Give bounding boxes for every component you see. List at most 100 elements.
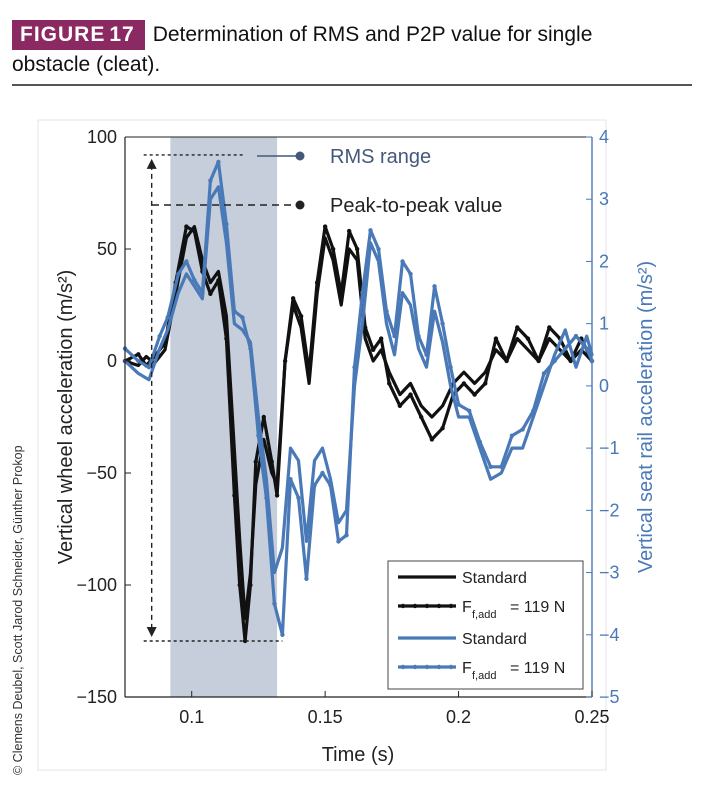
x-tick-label: 0.25 [574,707,609,727]
series-4-point [272,601,277,606]
legend-marker [412,664,418,670]
series-2-point [224,336,229,341]
series-4-point [584,346,589,351]
series-4-point [232,309,237,314]
series-4-point [376,246,381,252]
series-4-point [531,408,536,413]
legend-marker [436,664,442,670]
series-4-point [165,315,170,320]
series-2-point [184,224,189,229]
legend-subscript: f,add [472,609,496,621]
x-tick-label: 0.15 [308,707,343,727]
series-4-point [448,365,453,370]
series-4-point [184,259,189,264]
series-4-point [296,495,301,501]
series-4-point [541,371,547,376]
series-4-point [573,333,579,339]
y-left-tick-label: −50 [86,463,117,483]
series-4-point [216,159,221,165]
series-2-point [408,392,413,397]
series-2-point [322,224,328,229]
legend-label-value-4: = 119 N [510,660,565,677]
series-4-point [136,358,141,364]
series-4-point [248,346,253,351]
series-2-point [306,370,312,375]
y-right-tick-label: 0 [599,376,609,396]
photo-credit: © Clemens Deubel, Scott Jarod Schneider,… [11,445,25,775]
y-right-tick-label: 3 [599,189,609,209]
series-2-point [232,493,237,498]
series-4-point [384,309,389,314]
series-2-point [136,352,141,357]
legend-marker [424,664,430,670]
y-right-tick-label: −3 [599,563,620,583]
series-2-point [261,414,266,420]
series-2-point [237,582,242,588]
p2p-arrow-down [146,627,157,637]
series-2-point [419,414,424,420]
x-axis-label: Time (s) [322,744,395,766]
series-2-point [493,336,499,341]
series-2-point [397,403,403,408]
y-right-tick-label: −1 [599,438,620,458]
caption-divider [12,84,692,86]
legend-subscript: f,add [472,670,496,682]
series-4-point [240,315,245,320]
series-4-point [360,290,365,295]
figure-badge-number: 17 [109,23,135,46]
legend-marker [400,603,406,609]
series-4-point [563,346,568,351]
rms-leader-dot [295,151,305,161]
series-2-point [338,291,344,296]
legend-label-3: Standard [462,631,527,648]
series-4-point [499,464,504,469]
legend-label-1: Standard [462,570,527,587]
series-2-point [525,336,531,341]
series-2-point [242,638,248,644]
series-2-point [370,347,376,352]
series-4-point [304,576,309,581]
y-left-tick-label: 0 [107,351,117,371]
series-2-point [274,493,280,498]
figure-caption-line2: obstacle (cleat). [12,53,161,76]
series-2-point [547,325,552,330]
series-2-point [269,459,274,464]
y-right-tick-label: −4 [599,625,620,645]
series-2-point [354,246,360,252]
legend-marker [400,664,406,670]
y-right-tick-label: 4 [599,127,609,147]
series-4-point [400,259,405,264]
series-4-point [200,290,205,295]
series-2-point [472,392,477,397]
series-2-point [429,437,435,442]
series-2-point [440,426,445,431]
series-4-point [320,470,325,476]
x-tick-label: 0.2 [446,707,471,727]
series-4-point [456,402,461,407]
figure-badge-word: FIGURE [20,23,106,46]
series-4-point [488,464,493,469]
series-4-point [509,433,515,438]
y-left-tick-label: −150 [76,687,117,707]
series-4-point [256,433,261,438]
legend-label-f-2: F [462,599,472,616]
figure-header: FIGURE 17 Determination of RMS and P2P val… [12,20,692,80]
series-4-point [264,495,269,501]
series-2-point [483,381,488,386]
series-2-point [330,246,336,252]
y-right-tick-label: 1 [599,314,609,334]
series-4-point [520,427,525,432]
series-2-point [282,358,288,364]
series-4-point [192,277,197,283]
legend-marker [412,603,418,609]
series-2-point [346,228,352,234]
series-2-point [208,291,213,296]
series-2-point [515,325,520,330]
series-2-point [568,358,573,364]
series-4-point [432,284,437,289]
y-left-tick-label: 100 [87,127,117,147]
series-4-point [157,333,162,339]
rms-range-label: RMS range [330,146,431,168]
series-4-point [416,333,421,339]
